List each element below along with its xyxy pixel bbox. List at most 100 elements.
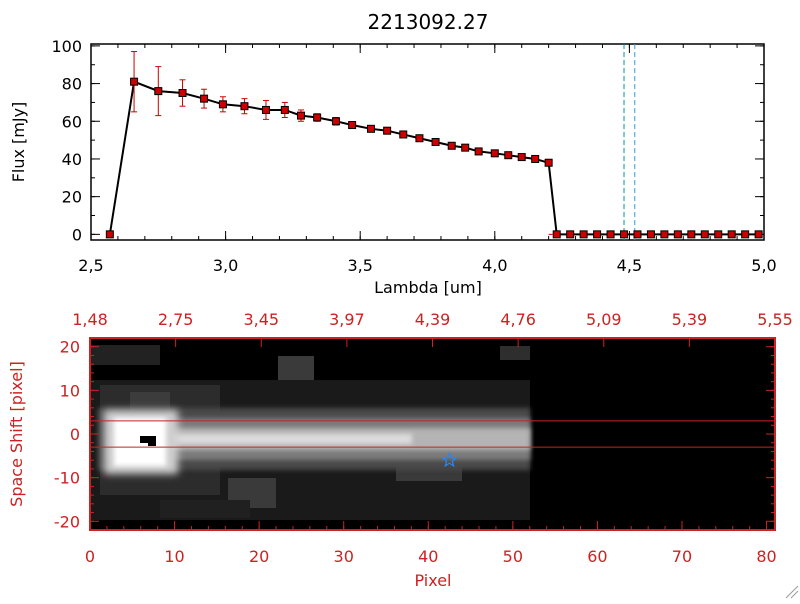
data-point: [646, 230, 655, 239]
data-point: [240, 102, 249, 111]
data-point: [606, 230, 615, 239]
image-emission: [90, 345, 530, 520]
data-point: [531, 154, 540, 163]
data-point: [261, 105, 270, 114]
data-point: [660, 230, 669, 239]
data-point: [741, 230, 750, 239]
data-point: [178, 89, 187, 97]
y-tick-label: 60: [62, 112, 82, 131]
y-axis-label-flux: Flux [mJy]: [9, 102, 28, 183]
x-tick-label: 0: [85, 547, 95, 566]
image-patch-faint: [160, 500, 250, 518]
star-icon: [441, 451, 458, 468]
y-tick-label: 0: [72, 225, 82, 244]
x-tick-label: 50: [503, 547, 523, 566]
top-plot-ticks: 2,5 3,0 3,5 4,0 4,5 5,0 0 20 40 60 80 100: [51, 37, 776, 275]
y-tick-label: -10: [54, 469, 80, 488]
data-point: [714, 230, 723, 239]
data-point: [504, 151, 513, 160]
y-tick-label: 40: [62, 150, 82, 169]
y-tick-label: 20: [62, 188, 82, 207]
data-point: [366, 124, 375, 133]
data-point: [620, 230, 629, 239]
top-tick-label: 5,09: [586, 310, 622, 329]
y-tick-label: 100: [51, 37, 82, 56]
data-point: [130, 77, 139, 86]
y-axis-label-space-shift: Space Shift [pixel]: [7, 361, 26, 507]
bottom-plot-ticks: 0 10 20 30 40 50 60 70 80 1,48 2,75 3,45 3,97 4,39 4,7…: [54, 310, 793, 566]
x-axis-label-lambda: Lambda [um]: [374, 278, 482, 297]
y-tick-label: 20: [60, 338, 80, 357]
data-point: [348, 121, 357, 130]
spatial-image-plot: 0 10 20 30 40 50 60 70 80 1,48 2,75 3,45 3,97 4,39 4,7…: [7, 310, 793, 590]
top-tick-label: 4,39: [415, 310, 451, 329]
x-tick-label: 10: [164, 547, 184, 566]
top-tick-label: 3,97: [329, 310, 365, 329]
data-point: [700, 230, 709, 239]
top-tick-label: 4,76: [500, 310, 536, 329]
y-tick-label: 0: [70, 425, 80, 444]
x-tick-label: 3,0: [213, 256, 238, 275]
data-point: [673, 230, 682, 239]
x-tick-label: 80: [756, 547, 776, 566]
data-point: [383, 126, 392, 135]
data-point: [490, 149, 499, 158]
y-tick-label: -20: [54, 512, 80, 531]
top-tick-label: 3,45: [243, 310, 279, 329]
data-point: [331, 117, 340, 126]
data-point: [517, 153, 526, 162]
data-point: [461, 143, 470, 152]
top-tick-label: 2,75: [158, 310, 194, 329]
x-axis-label-pixel: Pixel: [414, 571, 451, 590]
flux-series: [105, 51, 763, 239]
data-point: [727, 230, 736, 239]
x-tick-label: 20: [249, 547, 269, 566]
data-point: [447, 141, 456, 150]
data-point: [593, 230, 602, 239]
wavelength-markers: [548, 44, 764, 240]
data-point: [313, 113, 322, 122]
image-patch-faint: [500, 346, 530, 360]
data-point: [200, 94, 209, 103]
image-trace-center: [112, 434, 412, 444]
image-dead-pixel: [140, 436, 156, 443]
data-point: [431, 138, 440, 146]
image-patch-faint: [278, 356, 314, 380]
aperture-lines: [90, 420, 775, 448]
y-tick-label: 10: [60, 381, 80, 400]
data-point: [218, 100, 227, 109]
data-point: [754, 230, 763, 239]
top-tick-label: 5,55: [757, 310, 793, 329]
data-point: [296, 111, 305, 120]
star-marker-shape: [441, 451, 458, 468]
x-tick-label: 40: [418, 547, 438, 566]
flux-line: [108, 80, 759, 236]
data-point: [399, 130, 408, 139]
x-tick-label: 5,0: [751, 256, 776, 275]
image-patch-faint: [90, 345, 160, 365]
data-point: [552, 230, 561, 239]
top-tick-label: 1,48: [72, 310, 108, 329]
top-plot-frame: [90, 43, 765, 241]
x-tick-label: 3,5: [347, 256, 372, 275]
data-point: [474, 147, 483, 156]
x-tick-label: 30: [334, 547, 354, 566]
page-title: 2213092.27: [368, 10, 489, 34]
x-tick-label: 70: [672, 547, 692, 566]
data-point: [579, 230, 588, 239]
data-point: [280, 105, 289, 114]
y-tick-label: 80: [62, 75, 82, 94]
flux-spectrum-plot: 2,5 3,0 3,5 4,0 4,5 5,0 0 20 40 60 80 100 Lambda [u…: [9, 37, 777, 297]
data-point: [566, 230, 575, 239]
data-point: [687, 230, 696, 239]
data-point: [633, 230, 642, 239]
x-tick-label: 4,0: [482, 256, 507, 275]
data-point: [415, 134, 424, 143]
x-tick-label: 4,5: [617, 256, 642, 275]
resize-grip-icon[interactable]: [785, 585, 799, 599]
data-point: [154, 87, 163, 96]
top-tick-label: 5,39: [672, 310, 708, 329]
x-tick-label: 2,5: [78, 256, 103, 275]
data-point: [544, 158, 553, 167]
